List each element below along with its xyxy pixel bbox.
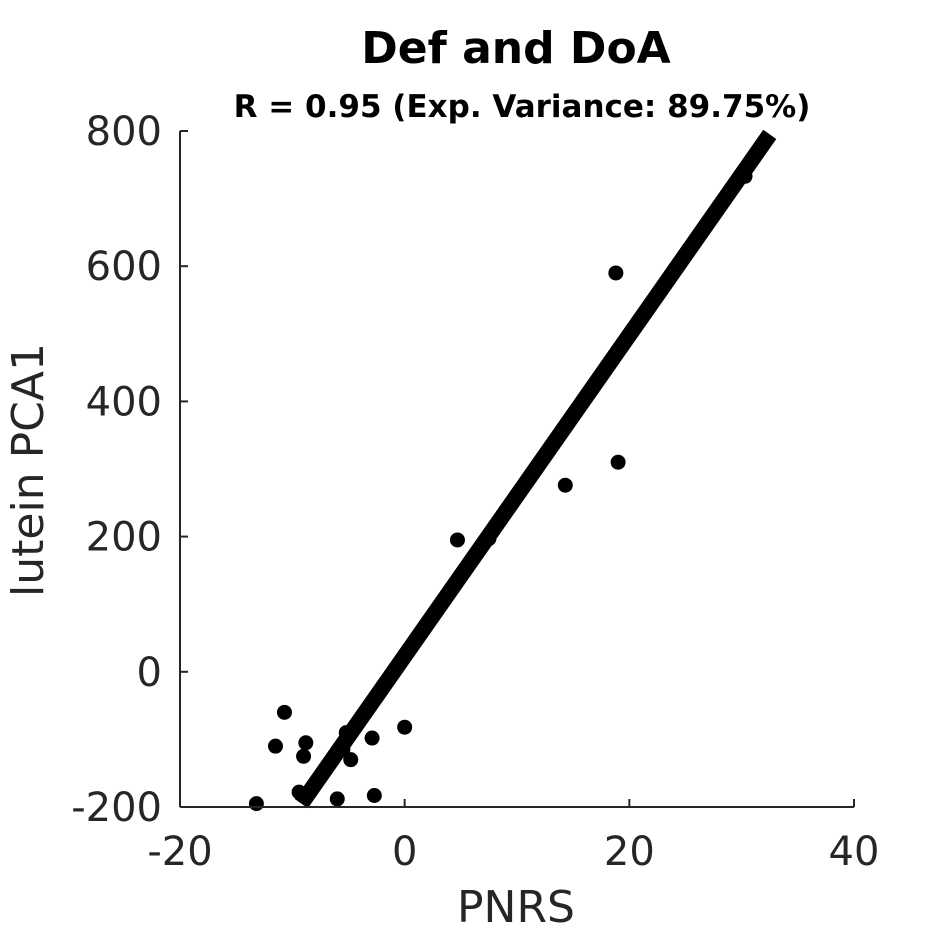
x-tick-label: 40	[829, 829, 880, 875]
points-layer	[248, 168, 753, 812]
data-point	[276, 704, 292, 720]
data-point	[248, 796, 264, 812]
x-axis-label: PNRS	[457, 882, 575, 933]
x-axis: -20 0 20 40	[147, 799, 879, 875]
chart-title: Def and DoA	[361, 23, 670, 74]
y-axis: -200 0 200 400 600 800	[71, 109, 188, 831]
data-point	[267, 738, 283, 754]
chart-subtitle: R = 0.95 (Exp. Variance: 89.75%)	[234, 89, 811, 125]
data-point	[329, 791, 345, 807]
data-point	[397, 719, 413, 735]
x-tick-label: 0	[392, 829, 417, 875]
y-tick-label: -200	[71, 785, 162, 831]
data-point	[557, 477, 573, 493]
regression-line	[294, 129, 777, 809]
data-point	[343, 752, 359, 768]
data-point	[335, 742, 351, 758]
data-point	[481, 531, 497, 547]
x-tick-label: 20	[604, 829, 655, 875]
data-point	[610, 454, 626, 470]
y-tick-label: 600	[86, 244, 162, 290]
data-point	[737, 168, 753, 184]
data-point	[364, 730, 380, 746]
data-point	[338, 725, 354, 741]
y-tick-label: 200	[86, 515, 162, 561]
y-axis-label: lutein PCA1	[3, 343, 54, 597]
x-tick-label: -20	[147, 829, 212, 875]
data-point	[608, 265, 624, 281]
data-point	[296, 748, 312, 764]
data-point	[291, 784, 307, 800]
fit-line-layer	[294, 129, 777, 809]
data-point	[366, 788, 382, 804]
y-tick-label: 0	[137, 650, 162, 696]
y-tick-label: 400	[86, 379, 162, 425]
data-point	[449, 532, 465, 548]
y-tick-label: 800	[86, 109, 162, 155]
data-point	[298, 735, 314, 751]
